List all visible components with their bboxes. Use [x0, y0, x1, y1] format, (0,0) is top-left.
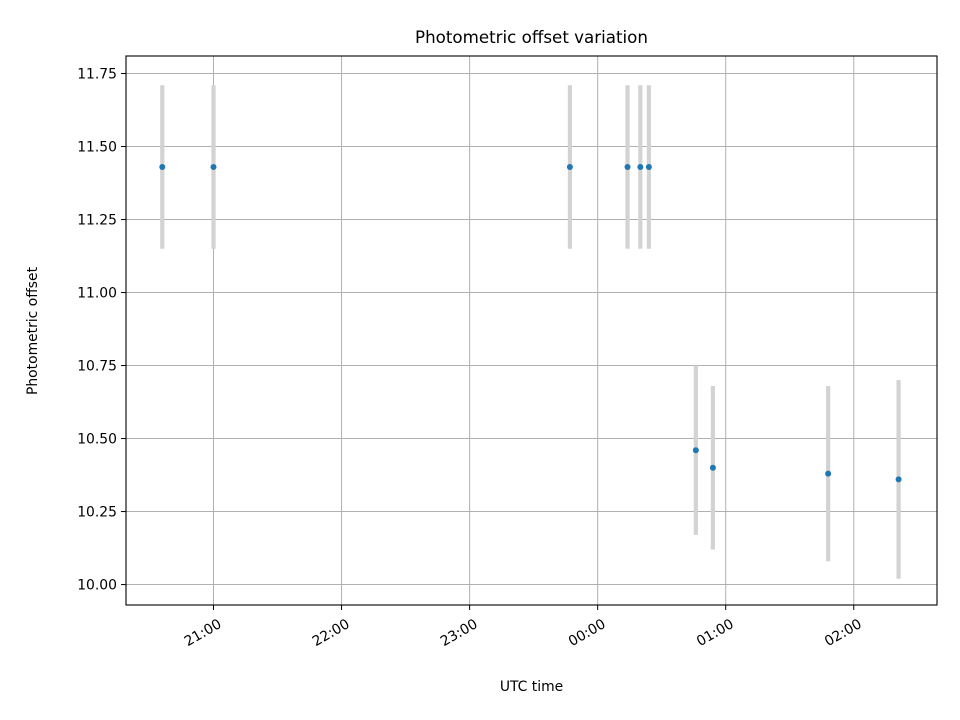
grid [126, 56, 937, 605]
data-point [825, 470, 832, 477]
y-axis-label: Photometric offset [25, 266, 41, 395]
y-tick-label: 10.25 [77, 505, 117, 521]
y-tick-label: 11.25 [77, 213, 117, 229]
y-tick-label: 10.50 [77, 432, 117, 448]
x-axis-label: UTC time [500, 679, 563, 695]
plot-frame [125, 55, 938, 606]
y-tick-label: 11.50 [77, 140, 117, 156]
data-point [159, 163, 166, 170]
data-point [645, 163, 652, 170]
y-tick-label: 10.00 [77, 578, 117, 594]
data-point [210, 163, 217, 170]
data-point [692, 447, 699, 454]
data-point [709, 464, 716, 471]
y-tick-label: 11.00 [77, 286, 117, 302]
data-point [566, 163, 573, 170]
data-points [159, 163, 902, 483]
y-tick-label: 11.75 [77, 67, 117, 83]
y-tick-label: 10.75 [77, 359, 117, 375]
data-point [624, 163, 631, 170]
chart-title: Photometric offset variation [415, 27, 648, 47]
data-point [895, 476, 902, 483]
data-point [637, 163, 644, 170]
